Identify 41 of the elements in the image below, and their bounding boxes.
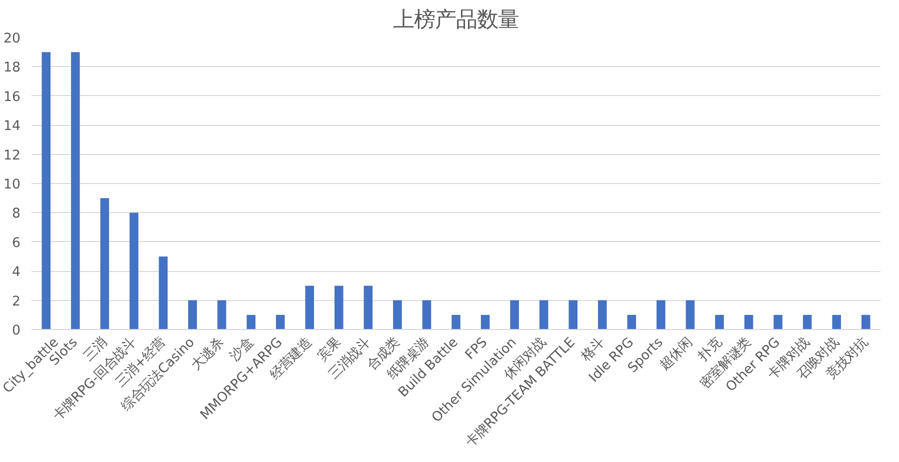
y-tick-label: 16 (4, 90, 21, 105)
y-tick-label: 6 (12, 236, 21, 251)
bar (42, 52, 51, 330)
bar (568, 300, 578, 330)
y-tick-label: 10 (4, 178, 21, 192)
bar (71, 52, 80, 330)
bar (539, 300, 548, 330)
bar (802, 314, 812, 330)
bar (364, 286, 373, 330)
bar (305, 286, 314, 330)
y-tick-label: 4 (12, 265, 21, 280)
bar (452, 314, 460, 330)
y-tick-label: 18 (4, 60, 21, 76)
bar (188, 300, 197, 330)
y-tick-label: 14 (4, 119, 21, 134)
bar (744, 314, 754, 330)
bar (510, 300, 519, 330)
bar (276, 314, 285, 330)
y-tick-label: 0 (12, 324, 21, 338)
bar (774, 314, 782, 330)
bar (480, 314, 490, 330)
bar (246, 314, 256, 330)
bar (598, 300, 607, 330)
bar (627, 314, 636, 330)
bar (656, 300, 666, 330)
bar (334, 286, 344, 330)
bar (130, 212, 138, 330)
bar (715, 314, 724, 330)
bar (100, 198, 110, 330)
bar (158, 256, 168, 330)
bar (686, 300, 695, 330)
y-tick-label: 12 (4, 148, 21, 164)
y-tick-label: 20 (4, 32, 21, 46)
bar (832, 314, 841, 330)
bar (217, 300, 226, 330)
bar (393, 300, 402, 330)
bar (422, 300, 432, 330)
bar (861, 314, 870, 330)
y-tick-label: 2 (12, 294, 21, 310)
y-tick-label: 8 (12, 206, 21, 222)
chart-title: 上榜产品数量 (393, 8, 519, 32)
